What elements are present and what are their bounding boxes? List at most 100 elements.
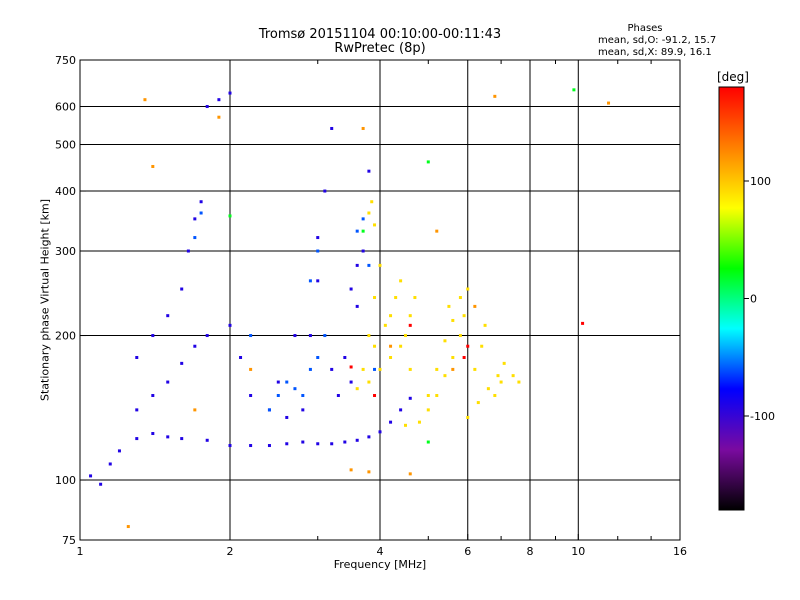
data-point [367, 169, 371, 173]
data-point [308, 334, 312, 338]
data-point [370, 200, 374, 204]
data-point [166, 435, 170, 439]
data-point [486, 387, 490, 391]
chart-subtitle: RwPretec (8p) [334, 41, 426, 56]
data-point [349, 365, 353, 369]
y-tick-label: 400 [55, 185, 76, 198]
chart-title: Tromsø 20151104 00:10:00-00:11:43 [258, 27, 502, 42]
data-point [426, 160, 430, 164]
y-tick-label: 750 [55, 54, 76, 67]
data-point [217, 115, 221, 119]
data-point [276, 380, 280, 384]
data-point [355, 263, 359, 267]
x-tick-label: 6 [464, 545, 471, 558]
data-point [330, 442, 334, 446]
data-point [373, 344, 377, 348]
data-point [476, 401, 480, 405]
data-point [135, 437, 139, 441]
data-point [378, 263, 382, 267]
data-point [301, 440, 305, 444]
data-point [293, 334, 297, 338]
data-point [99, 482, 103, 486]
y-tick-label: 75 [62, 534, 76, 547]
data-point [330, 367, 334, 371]
data-point [249, 394, 253, 398]
data-point [373, 394, 377, 398]
data-point [451, 367, 455, 371]
data-point [343, 440, 347, 444]
data-point [367, 380, 371, 384]
data-point [308, 367, 312, 371]
data-point [316, 442, 320, 446]
data-point [499, 380, 503, 384]
data-point [408, 314, 412, 318]
data-point [367, 263, 371, 267]
data-point [193, 217, 197, 221]
data-point [447, 304, 451, 308]
data-point [389, 344, 393, 348]
data-point [451, 318, 455, 322]
y-tick-label: 500 [55, 139, 76, 152]
data-point [349, 287, 353, 291]
data-point [378, 430, 382, 434]
data-point [383, 323, 387, 327]
data-point [336, 394, 340, 398]
data-point [408, 367, 412, 371]
colorbar-tick-label: 100 [750, 175, 771, 188]
x-tick-label: 16 [673, 545, 687, 558]
data-point [355, 387, 359, 391]
data-point [473, 367, 477, 371]
data-point [581, 321, 585, 325]
colorbar-tick-label: -100 [750, 410, 775, 423]
data-point [426, 440, 430, 444]
data-point [117, 449, 121, 453]
data-point [323, 334, 327, 338]
x-axis-label: Frequency [MHz] [333, 558, 427, 571]
data-point [180, 361, 184, 365]
data-point [199, 200, 203, 204]
data-point [126, 525, 130, 529]
data-point [135, 355, 139, 359]
data-point [285, 415, 289, 419]
x-tick-label: 4 [377, 545, 384, 558]
y-tick-label: 100 [55, 474, 76, 487]
data-point [373, 296, 377, 300]
data-point [205, 334, 209, 338]
colorbar [718, 86, 745, 511]
data-point [607, 101, 611, 105]
data-point [249, 444, 253, 448]
data-point [408, 396, 412, 400]
data-point [466, 287, 470, 291]
data-point [186, 249, 190, 253]
data-point [361, 367, 365, 371]
data-point [408, 323, 412, 327]
data-point [389, 355, 393, 359]
data-point [143, 98, 147, 102]
data-point [373, 367, 377, 371]
data-point [301, 408, 305, 412]
colorbar-tick-label: 0 [750, 293, 757, 306]
data-point [285, 380, 289, 384]
data-point [151, 334, 155, 338]
data-point [355, 438, 359, 442]
data-point [493, 394, 497, 398]
data-point [435, 367, 439, 371]
stats-heading: Phases [627, 23, 663, 34]
data-point [443, 374, 447, 378]
data-point [367, 211, 371, 215]
data-point [426, 394, 430, 398]
data-point [166, 380, 170, 384]
data-point [451, 355, 455, 359]
data-point [249, 334, 253, 338]
data-point [367, 470, 371, 474]
data-point [89, 474, 93, 478]
data-point [417, 420, 421, 424]
data-point [493, 94, 497, 98]
data-point [108, 462, 112, 466]
data-point [301, 394, 305, 398]
data-point [426, 408, 430, 412]
data-point [466, 344, 470, 348]
data-point [180, 287, 184, 291]
data-point [378, 367, 382, 371]
data-point [413, 296, 417, 300]
